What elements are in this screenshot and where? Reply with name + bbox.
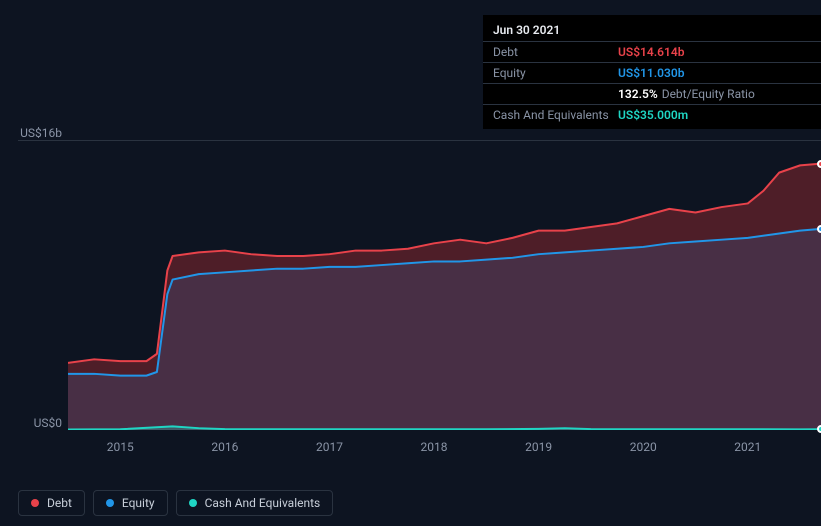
legend-label: Cash And Equivalents bbox=[205, 496, 321, 510]
hover-marker-debt bbox=[817, 160, 821, 168]
hover-marker-equity bbox=[817, 225, 821, 233]
tooltip-row: DebtUS$14.614b bbox=[483, 41, 821, 62]
y-axis-tick-label: US$16b bbox=[18, 126, 62, 140]
tooltip-date: Jun 30 2021 bbox=[483, 19, 821, 41]
legend-item-debt[interactable]: Debt bbox=[18, 490, 85, 516]
chart-legend: Debt Equity Cash And Equivalents bbox=[18, 490, 333, 516]
x-axis-tick-label: 2017 bbox=[316, 440, 343, 454]
tooltip-row-value: US$35.000m bbox=[618, 108, 688, 122]
plot-area[interactable] bbox=[68, 140, 821, 430]
tooltip-row-label bbox=[493, 87, 618, 101]
legend-label: Debt bbox=[47, 496, 72, 510]
hover-marker-cash bbox=[817, 425, 821, 433]
tooltip-row: 132.5%Debt/Equity Ratio bbox=[483, 83, 821, 104]
x-axis-tick-label: 2018 bbox=[421, 440, 448, 454]
tooltip-row-value: US$14.614b bbox=[618, 45, 685, 59]
tooltip-row-suffix: Debt/Equity Ratio bbox=[662, 87, 755, 101]
y-axis-tick-label: US$0 bbox=[18, 416, 62, 430]
x-axis-tick-label: 2015 bbox=[107, 440, 134, 454]
x-axis-tick-label: 2019 bbox=[525, 440, 552, 454]
tooltip-row: Cash And EquivalentsUS$35.000m bbox=[483, 104, 821, 125]
x-axis-tick-label: 2016 bbox=[211, 440, 238, 454]
tooltip-row-value: 132.5%Debt/Equity Ratio bbox=[618, 87, 755, 101]
legend-item-equity[interactable]: Equity bbox=[93, 490, 168, 516]
legend-dot bbox=[31, 499, 39, 507]
tooltip-row-label: Debt bbox=[493, 45, 618, 59]
tooltip-row: EquityUS$11.030b bbox=[483, 62, 821, 83]
legend-item-cash[interactable]: Cash And Equivalents bbox=[176, 490, 334, 516]
tooltip-row-value: US$11.030b bbox=[618, 66, 685, 80]
chart-svg bbox=[68, 140, 821, 430]
x-axis-tick-label: 2021 bbox=[734, 440, 761, 454]
tooltip-row-label: Cash And Equivalents bbox=[493, 108, 618, 122]
legend-label: Equity bbox=[122, 496, 155, 510]
financial-chart: Jun 30 2021 DebtUS$14.614bEquityUS$11.03… bbox=[18, 0, 803, 470]
chart-tooltip: Jun 30 2021 DebtUS$14.614bEquityUS$11.03… bbox=[483, 15, 821, 129]
legend-dot bbox=[189, 499, 197, 507]
tooltip-row-label: Equity bbox=[493, 66, 618, 80]
x-axis-tick-label: 2020 bbox=[630, 440, 657, 454]
legend-dot bbox=[106, 499, 114, 507]
